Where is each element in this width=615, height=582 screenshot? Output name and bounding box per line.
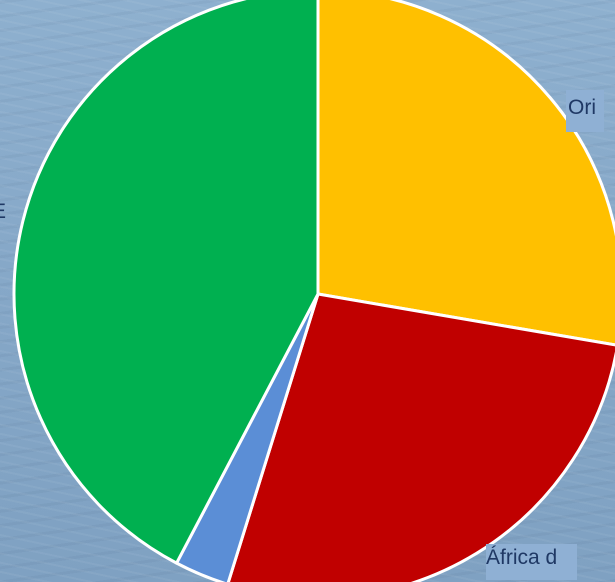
slice-label-green: E [0,200,8,224]
slice-label-yellow: Ori [566,90,604,132]
pie-slice-green [12,0,320,565]
pie-slice-yellow [316,0,615,347]
pie-slice-red [226,292,615,582]
slice-label-red: África d [486,544,578,580]
